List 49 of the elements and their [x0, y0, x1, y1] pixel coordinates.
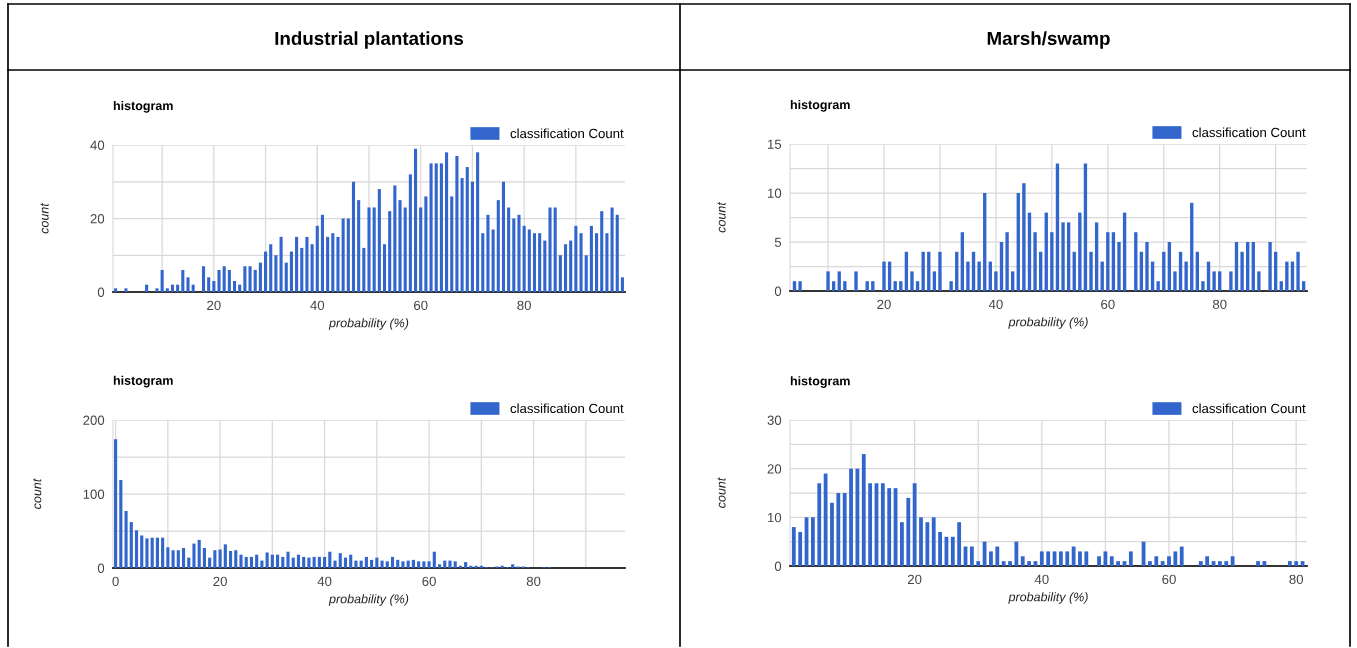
y-axis-title: count: [33, 478, 42, 509]
x-tick-label: 80: [1289, 574, 1304, 585]
y-tick-label: 40: [90, 140, 105, 150]
x-tick-label: 40: [988, 299, 1003, 310]
chart-title: histogram: [790, 99, 850, 112]
y-tick-label: 5: [774, 237, 782, 247]
x-axis-title: probability (%): [328, 318, 409, 330]
y-tick-label: 10: [768, 188, 782, 198]
y-axis-title: count: [40, 202, 49, 234]
x-tick-label: 40: [1034, 574, 1049, 585]
y-tick-label: 0: [97, 287, 105, 297]
y-tick-label: 200: [83, 415, 105, 425]
y-tick-label: 10: [768, 512, 782, 523]
x-tick-label: 80: [526, 576, 541, 587]
text: Industrial plantations: [275, 31, 464, 49]
y-axis-title: count: [717, 201, 726, 233]
x-tick-label: 60: [422, 576, 436, 587]
x-tick-label: 80: [517, 300, 531, 311]
x-tick-label: 40: [317, 576, 332, 587]
legend-label: classification Count: [510, 128, 624, 139]
chart-title: histogram: [113, 100, 173, 113]
chart-title: histogram: [113, 375, 173, 388]
x-tick-label: 80: [1212, 299, 1227, 310]
x-tick-label: 60: [1101, 299, 1115, 310]
y-tick-label: 20: [767, 464, 782, 474]
x-tick-label: 20: [207, 300, 221, 311]
x-tick-label: 0: [112, 576, 119, 587]
y-tick-label: 30: [767, 415, 782, 425]
x-tick-label: 20: [907, 574, 922, 585]
x-tick-label: 40: [310, 300, 325, 311]
y-tick-label: 0: [774, 561, 782, 571]
x-tick-label: 20: [213, 576, 227, 587]
legend-label: classification Count: [1192, 127, 1306, 138]
x-axis-title: probability (%): [1008, 317, 1088, 329]
x-axis-title: probability (%): [328, 594, 409, 606]
x-tick-label: 60: [414, 300, 428, 311]
x-axis-title: probability (%): [1008, 592, 1088, 604]
legend-label: classification Count: [510, 403, 624, 414]
y-tick-label: 100: [83, 489, 105, 499]
x-tick-label: 60: [1162, 574, 1176, 585]
y-tick-label: 15: [768, 139, 782, 149]
y-tick-label: 0: [97, 563, 105, 573]
legend-label: classification Count: [1192, 403, 1306, 414]
chart-title: histogram: [790, 376, 850, 388]
x-tick-label: 20: [877, 299, 891, 310]
text: Marsh/swamp: [987, 31, 1110, 49]
y-tick-label: 0: [774, 286, 782, 296]
y-tick-label: 20: [90, 214, 105, 224]
y-axis-title: count: [717, 477, 726, 508]
